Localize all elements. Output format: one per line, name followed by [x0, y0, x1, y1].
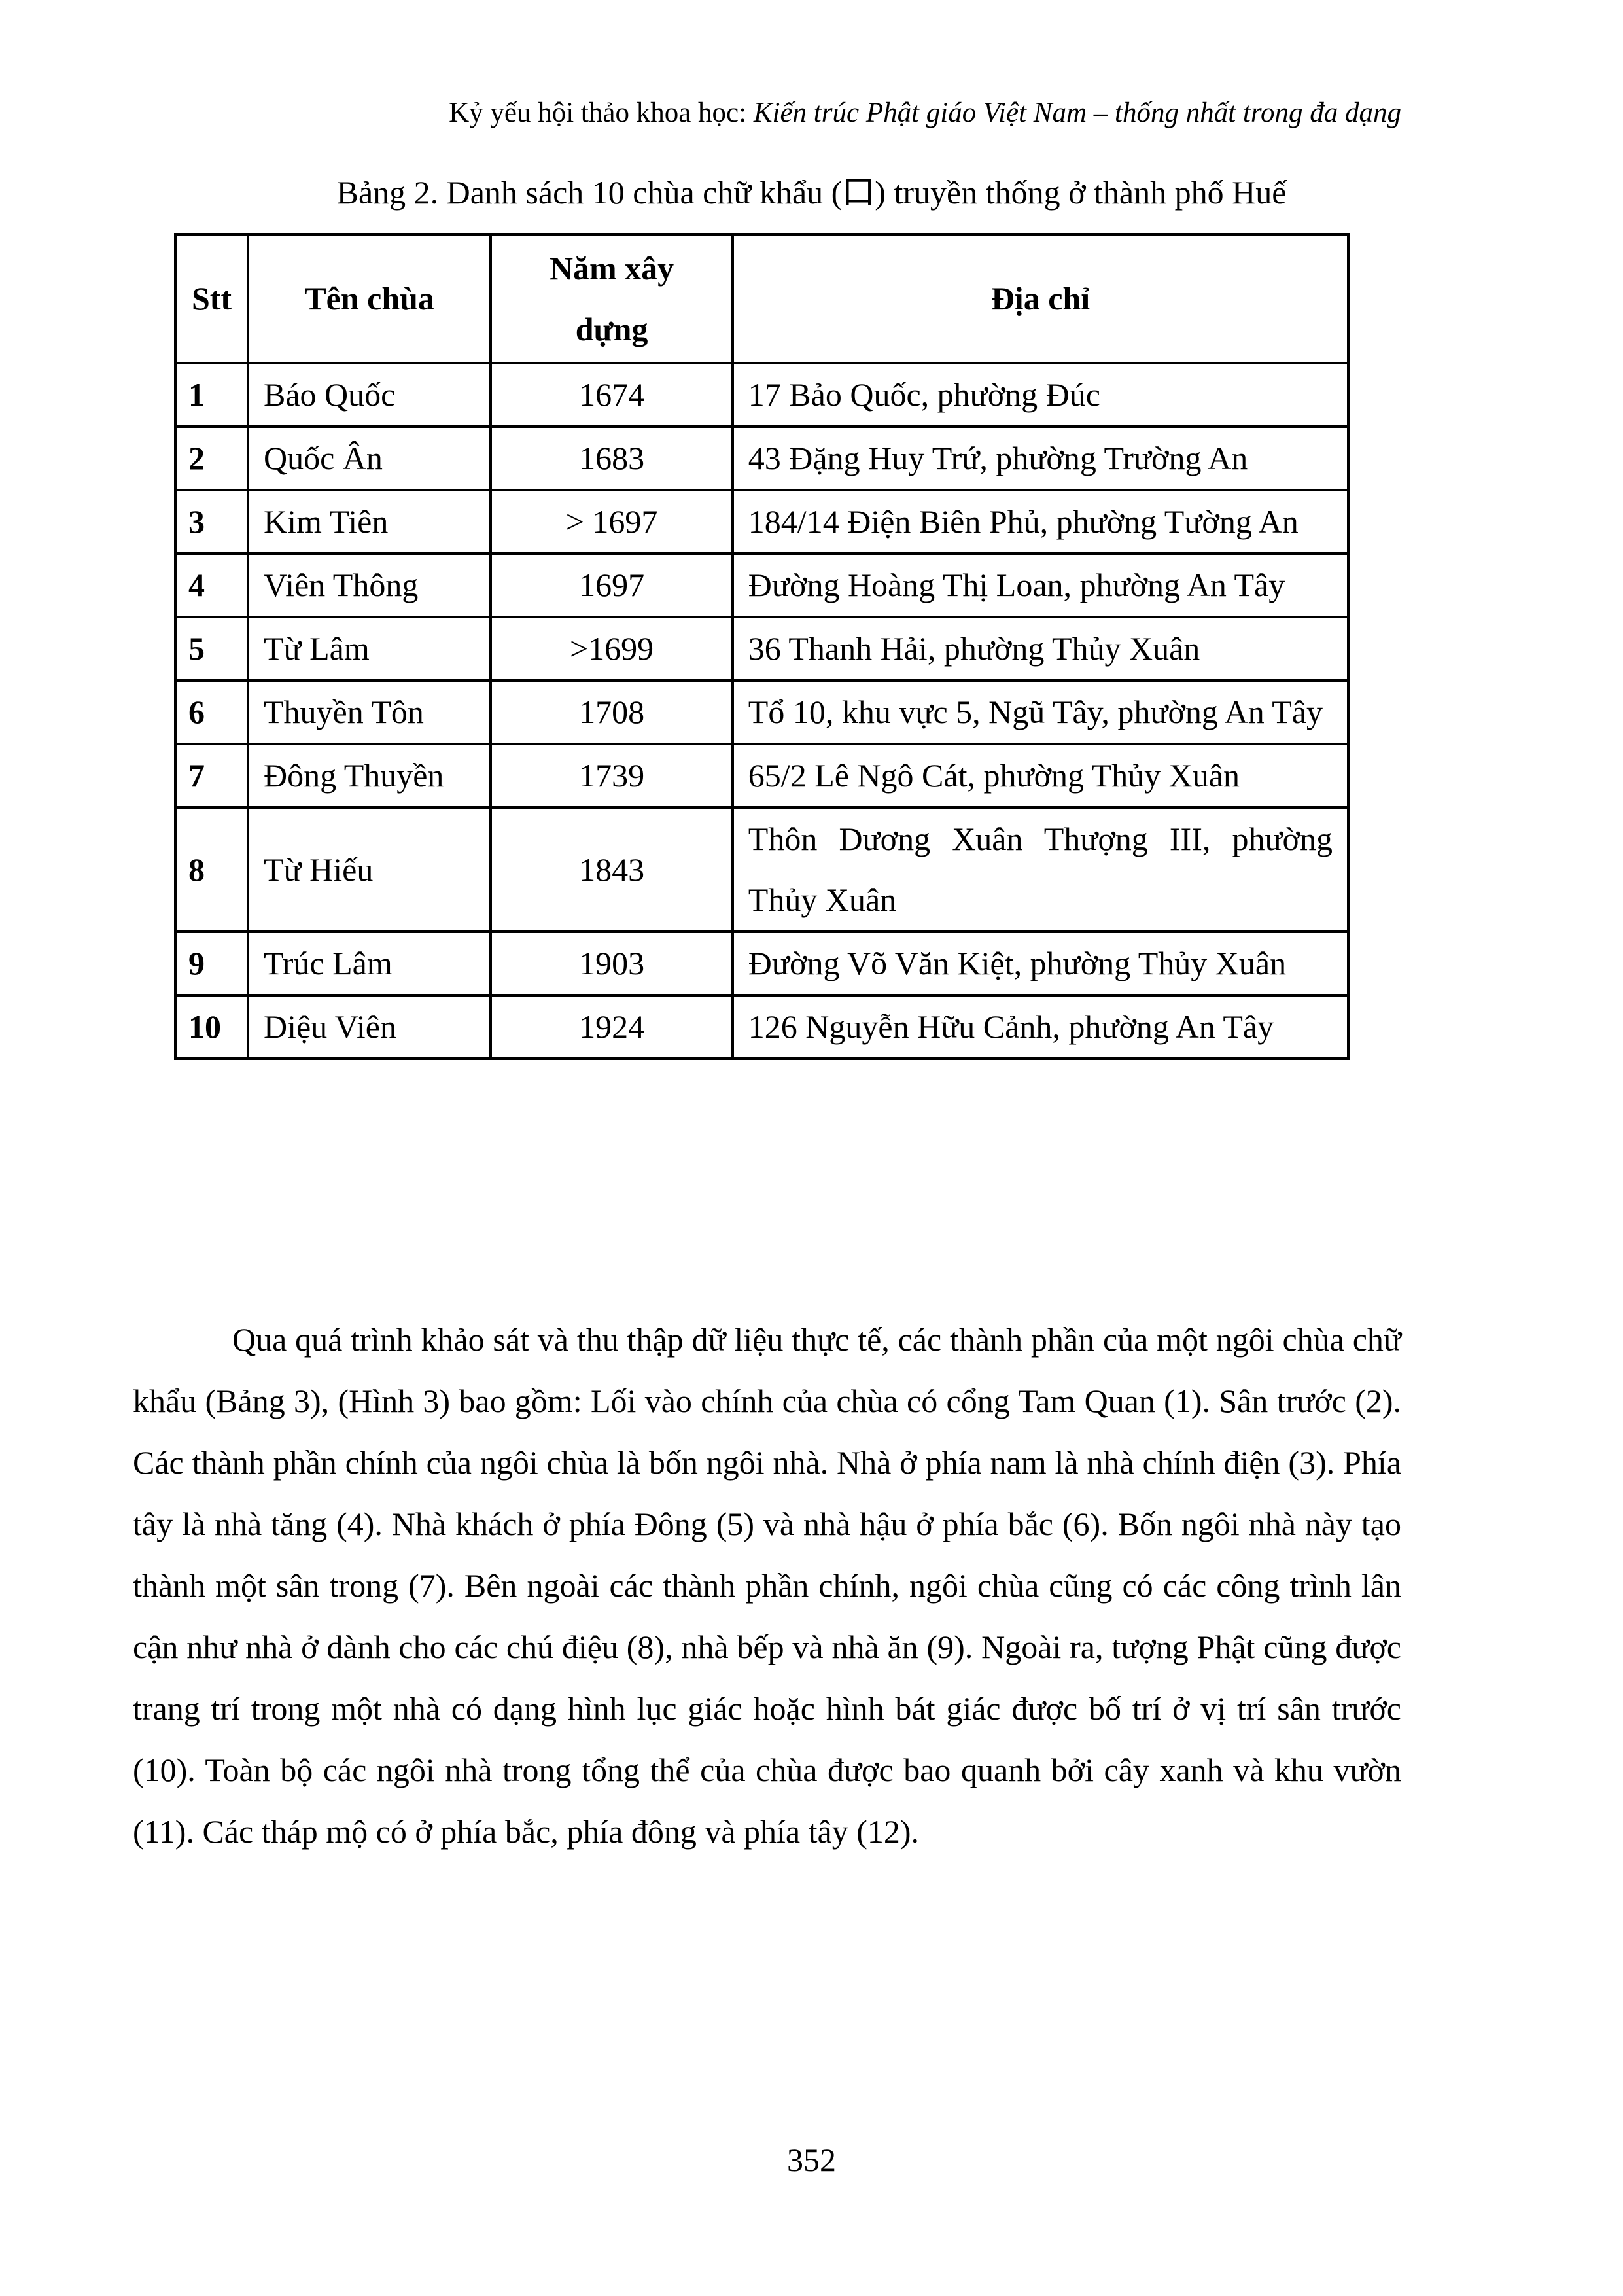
table-row: 7 Đông Thuyền 1739 65/2 Lê Ngô Cát, phường …	[174, 743, 1350, 809]
row-stt: 4	[174, 552, 249, 618]
row-stt: 9	[174, 930, 249, 997]
table-row: 4 Viên Thông 1697 Đường Hoàng Thị Loan, phư…	[174, 552, 1350, 618]
row-stt: 7	[174, 743, 249, 809]
row-address: Tổ 10, khu vực 5, Ngũ Tây, phường An Tây	[731, 679, 1350, 745]
body-paragraph: Qua quá trình khảo sát và thu thập dữ li…	[133, 1321, 1401, 1850]
row-name: Đông Thuyền	[246, 743, 493, 809]
row-name: Kim Tiên	[246, 489, 493, 555]
row-address: 126 Nguyễn Hữu Cảnh, phường An Tây	[731, 994, 1350, 1060]
temples-table: Stt Tên chùa Năm xây dựng Địa chỉ 1 Báo Q…	[174, 233, 1350, 1060]
row-year: 1708	[489, 679, 734, 745]
page-number: 352	[787, 2142, 836, 2178]
table-row: 5 Từ Lâm >1699 36 Thanh Hải, phường Thủy Xu…	[174, 616, 1350, 682]
row-name: Từ Lâm	[246, 616, 493, 682]
row-year: 1683	[489, 425, 734, 491]
table-row: 1 Báo Quốc 1674 17 Bảo Quốc, phường Đúc	[174, 362, 1350, 428]
row-name: Diệu Viên	[246, 994, 493, 1060]
header-name: Tên chùa	[246, 233, 493, 364]
table-row: 9 Trúc Lâm 1903 Đường Võ Văn Kiệt, phường T…	[174, 930, 1350, 997]
running-header: Kỷ yếu hội thảo khoa học: Kiến trúc Phật…	[449, 97, 1401, 129]
table-header-row: Stt Tên chùa Năm xây dựng Địa chỉ	[174, 233, 1350, 364]
row-year: 1674	[489, 362, 734, 428]
table-row: 6 Thuyền Tôn 1708 Tổ 10, khu vực 5, Ngũ Tây…	[174, 679, 1350, 745]
row-year: 1739	[489, 743, 734, 809]
table-row: 10 Diệu Viên 1924 126 Nguyễn Hữu Cảnh, phườ…	[174, 994, 1350, 1060]
header-title: Kiến trúc Phật giáo Việt Nam – thống nhấ…	[753, 97, 1401, 128]
row-name: Quốc Ân	[246, 425, 493, 491]
row-stt: 3	[174, 489, 249, 555]
table-row: 8 Từ Hiếu 1843 Thôn Dương Xuân Thượng III, …	[174, 806, 1350, 933]
row-address: Đường Hoàng Thị Loan, phường An Tây	[731, 552, 1350, 618]
row-address: 17 Bảo Quốc, phường Đúc	[731, 362, 1350, 428]
row-year: 1843	[489, 806, 734, 933]
row-stt: 5	[174, 616, 249, 682]
table-row: 3 Kim Tiên > 1697 184/14 Điện Biên Phủ, phư…	[174, 489, 1350, 555]
header-stt: Stt	[174, 233, 249, 364]
row-name: Viên Thông	[246, 552, 493, 618]
row-name: Báo Quốc	[246, 362, 493, 428]
row-year: 1903	[489, 930, 734, 997]
row-stt: 8	[174, 806, 249, 933]
row-name: Từ Hiếu	[246, 806, 493, 933]
row-address: 184/14 Điện Biên Phủ, phường Tường An	[731, 489, 1350, 555]
row-year: > 1697	[489, 489, 734, 555]
row-address: 65/2 Lê Ngô Cát, phường Thủy Xuân	[731, 743, 1350, 809]
row-address: 36 Thanh Hải, phường Thủy Xuân	[731, 616, 1350, 682]
row-stt: 10	[174, 994, 249, 1060]
row-year: 1697	[489, 552, 734, 618]
table-caption: Bảng 2. Danh sách 10 chùa chữ khẩu (口) t…	[336, 174, 1287, 211]
row-address: Thôn Dương Xuân Thượng III, phường Thủy …	[731, 806, 1350, 933]
table-row: 2 Quốc Ân 1683 43 Đặng Huy Trứ, phường Trườ…	[174, 425, 1350, 491]
row-year: >1699	[489, 616, 734, 682]
header-address: Địa chỉ	[731, 233, 1350, 364]
header-prefix: Kỷ yếu hội thảo khoa học:	[449, 97, 754, 128]
header-year: Năm xây dựng	[489, 233, 734, 364]
row-year: 1924	[489, 994, 734, 1060]
row-stt: 6	[174, 679, 249, 745]
row-address: Đường Võ Văn Kiệt, phường Thủy Xuân	[731, 930, 1350, 997]
row-name: Trúc Lâm	[246, 930, 493, 997]
row-name: Thuyền Tôn	[246, 679, 493, 745]
row-stt: 2	[174, 425, 249, 491]
row-address: 43 Đặng Huy Trứ, phường Trường An	[731, 425, 1350, 491]
row-stt: 1	[174, 362, 249, 428]
